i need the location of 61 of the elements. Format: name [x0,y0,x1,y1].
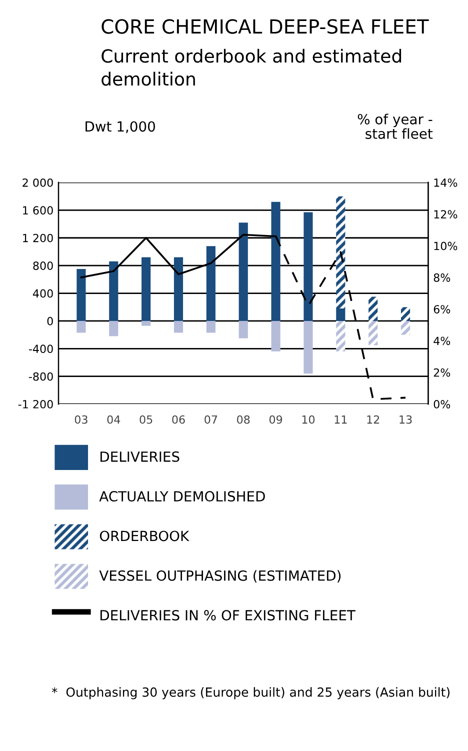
bar [206,246,216,321]
x-tick-label: 04 [107,415,120,424]
bar [109,261,118,321]
y-tick-label: 1 600 [23,206,53,215]
y-tick-label: 800 [33,262,53,270]
x-tick-label: 08 [237,415,250,424]
legend-label: DELIVERIES [100,451,180,462]
y-tick-label: 0 [47,316,53,326]
bar [174,320,184,333]
legend-label: DELIVERIES IN % OF EXISTING FLEET [100,610,356,621]
x-tick-label: 07 [204,415,218,424]
bar [206,320,216,333]
bar [336,196,346,308]
bar [238,222,248,321]
chart-subtitle: Current orderbook and estimated demolition [102,48,402,86]
y-axis-title: Dwt 1,000 [86,121,155,134]
y2-tick-label: 8% [434,273,450,282]
bar [142,257,151,321]
bar [109,320,118,336]
y2-tick-label: 6% [434,305,450,314]
y2-tick-label: 0% [434,400,450,408]
y-tick-label: -800 [28,372,53,381]
x-tick-label: 13 [400,415,412,424]
y2-axis-title: % of year - start fleet [358,114,433,139]
bar [336,320,346,352]
y-tick-label: -400 [28,344,53,354]
x-tick-label: 06 [172,415,185,424]
legend-label: VESSEL OUTPHASING (ESTIMATED) [99,570,341,582]
x-tick-label: 11 [334,415,347,424]
bar [76,269,86,321]
bar [174,257,184,321]
y2-tick-label: 4% [434,336,450,346]
bar [400,307,410,321]
x-tick-label: 09 [269,415,282,424]
bar [304,212,313,321]
bar [142,320,151,326]
x-tick-label: 05 [140,415,152,424]
legend-label: ORDERBOOK [100,530,190,542]
bar [304,320,313,374]
bar [271,320,280,352]
y-tick-label: 1 200 [23,234,53,242]
bar [238,320,248,338]
y2-tick-label: 12% [434,210,458,219]
text: * Outphasing 30 years (Europe built) and 25 years (Asian built) [52,687,450,700]
y-tick-label: -1 200 [18,400,53,408]
bar [400,320,410,335]
bar [368,320,378,346]
x-tick-label: 10 [302,415,315,424]
chart-title: CORE CHEMICAL DEEP-SEA FLEET [102,19,429,34]
bar [76,320,86,333]
legend-label: ACTUALLY DEMOLISHED [99,491,265,502]
x-tick-label: 12 [367,415,380,424]
bar [368,296,378,321]
bar [336,308,346,321]
y-tick-label: 400 [32,289,53,298]
y-tick-label: 2 000 [22,178,53,187]
y2-tick-label: 14% [434,178,458,187]
bar [271,202,280,321]
y2-tick-label: 10% [434,242,458,250]
x-tick-label: 03 [74,415,88,424]
y2-tick-label: 2% [434,368,450,377]
